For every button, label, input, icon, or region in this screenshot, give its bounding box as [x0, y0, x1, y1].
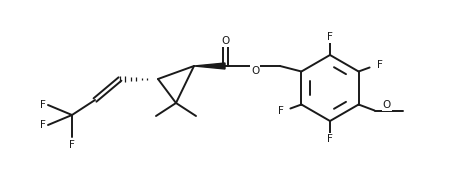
Text: O: O: [221, 36, 229, 46]
Text: F: F: [327, 32, 333, 42]
Text: F: F: [40, 120, 46, 130]
Text: F: F: [327, 134, 333, 144]
Text: O: O: [383, 101, 391, 111]
Polygon shape: [194, 63, 225, 69]
Text: F: F: [377, 61, 383, 70]
Text: F: F: [278, 106, 283, 116]
Text: F: F: [40, 100, 46, 110]
Text: O: O: [251, 66, 259, 76]
Text: F: F: [69, 140, 75, 150]
